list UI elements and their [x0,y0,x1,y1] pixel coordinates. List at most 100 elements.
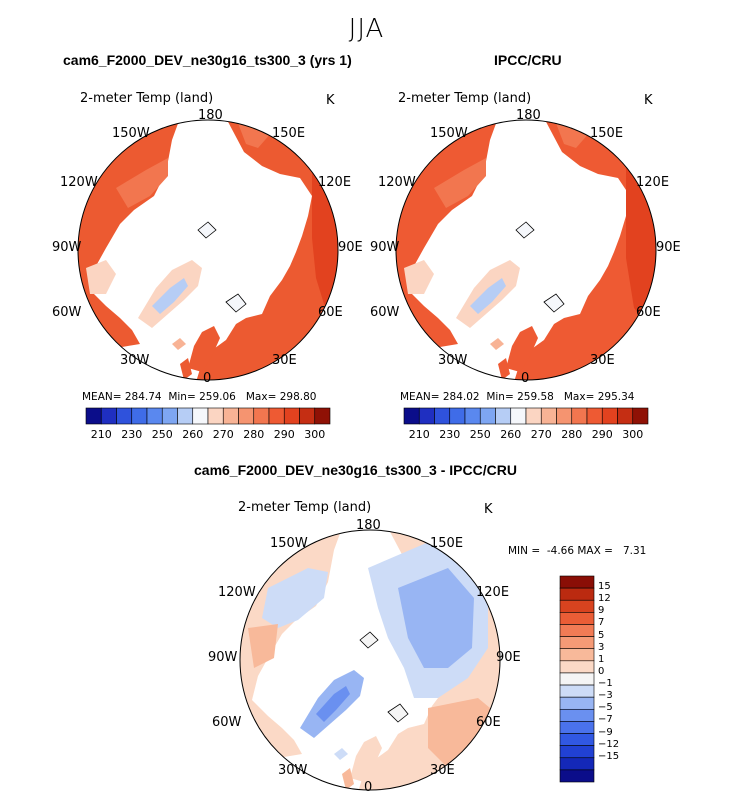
colorbar-swatch [207,407,224,425]
panel1-stats: MEAN= 284.74 Min= 259.06 Max= 298.80 [82,391,317,403]
lon-label: 90E [656,240,681,255]
colorbar-swatch [479,407,496,425]
colorbar-swatch [525,407,542,425]
colorbar-swatch [268,407,285,425]
lon-label: 150E [590,126,624,141]
colorbar-swatch [510,407,527,425]
colorbar-panel-1 [85,407,331,425]
colorbar-swatch [299,407,316,425]
panel1-title: cam6_F2000_DEV_ne30g16_ts300_3 (yrs 1) [63,52,352,68]
panel2-title: IPCC/CRU [494,52,562,68]
lon-label: 30E [430,763,455,778]
lon-label: 0 [364,780,373,795]
colorbar-swatch [85,407,102,425]
colorbar-swatch [100,407,117,425]
colorbar-tick-label: −7 [598,714,613,726]
colorbar-swatch [283,407,300,425]
colorbar-swatch [403,407,420,425]
colorbar-tick-label: −9 [598,726,613,738]
panel3-var-label: 2-meter Temp (land) [238,500,372,515]
colorbar-tick-label: −5 [598,702,613,714]
colorbar-tick-label: −15 [598,750,620,762]
colorbar-swatch [586,407,603,425]
colorbar-swatch [617,407,634,425]
colorbar-swatch [559,599,595,613]
colorbar-swatch [146,407,163,425]
colorbar-tick-label: 280 [561,428,583,441]
lon-label: 120W [218,585,256,600]
panel2-var-label: 2-meter Temp (land) [398,91,532,106]
lon-label: 30E [590,353,615,368]
lon-label: 120E [476,585,510,600]
colorbar-swatch [222,407,239,425]
colorbar-swatch [238,407,255,425]
colorbar-tick-label: 260 [182,428,204,441]
lon-label: 150E [430,536,464,551]
panel3-title: cam6_F2000_DEV_ne30g16_ts300_3 - IPCC/CR… [194,462,517,478]
colorbar-tick-label: 15 [598,581,611,593]
colorbar-swatch [559,636,595,650]
lon-label: 60E [636,305,661,320]
colorbar-tick-label: 3 [598,641,605,653]
colorbar-tick-label: −12 [598,738,620,750]
lon-label: 30W [278,763,308,778]
colorbar-swatch [571,407,588,425]
panel3-units: K [484,502,493,517]
colorbar-swatch [559,575,595,589]
colorbar-tick-label: 260 [500,428,522,441]
colorbar-swatch [540,407,557,425]
lon-label: 120E [636,175,670,190]
colorbar-panel-2 [403,407,649,425]
colorbar-swatch [449,407,466,425]
panel2-stats: MEAN= 284.02 Min= 259.58 Max= 295.34 [400,391,635,403]
colorbar-swatch [116,407,133,425]
eurasia-land [514,120,656,380]
lon-label: 120W [60,175,98,190]
lon-label: 30W [438,353,468,368]
colorbar-tick-label: 280 [243,428,265,441]
colorbar-swatch [559,672,595,686]
colorbar-swatch [556,407,573,425]
lon-label: 180 [198,108,223,123]
colorbar-swatch [601,407,618,425]
map-panel-3 [239,529,501,791]
colorbar-swatch [559,769,595,783]
colorbar-swatch [559,612,595,625]
lon-label: 150W [112,126,150,141]
map-panel-1 [77,119,339,381]
colorbar-tick-label: −3 [598,690,613,702]
colorbar-tick-label: 250 [151,428,173,441]
lon-label: 90W [370,240,400,255]
lon-label: 60W [52,305,82,320]
colorbar-swatch [559,684,595,698]
colorbar-tick-label: 12 [598,593,611,605]
colorbar-tick-label: 290 [591,428,613,441]
lon-label: 90E [338,240,363,255]
map-panel-2 [395,119,657,381]
colorbar-tick-label: 270 [530,428,552,441]
colorbar-swatch [434,407,451,425]
panel2-units: K [644,93,653,108]
colorbar-swatch [177,407,194,425]
lon-label: 90E [496,650,521,665]
colorbar-tick-label: −1 [598,678,613,690]
colorbar-swatch [161,407,178,425]
colorbar-swatch [253,407,270,425]
colorbar-tick-label: 300 [304,428,326,441]
lon-label: 30W [120,353,150,368]
figure-title: JJA [348,14,385,44]
lon-label: 90W [208,650,238,665]
panel1-var-label: 2-meter Temp (land) [80,91,214,106]
colorbar-tick-label: 250 [469,428,491,441]
colorbar-panel-3 [559,575,595,783]
colorbar-swatch [559,708,595,722]
colorbar-swatch [464,407,481,425]
lon-label: 150E [272,126,306,141]
colorbar-tick-label: 210 [408,428,430,441]
colorbar-tick-label: 5 [598,629,605,641]
colorbar-tick-label: 9 [598,605,605,617]
lon-label: 150W [270,536,308,551]
colorbar-swatch [495,407,512,425]
colorbar-swatch [314,407,331,425]
lon-label: 180 [356,518,381,533]
